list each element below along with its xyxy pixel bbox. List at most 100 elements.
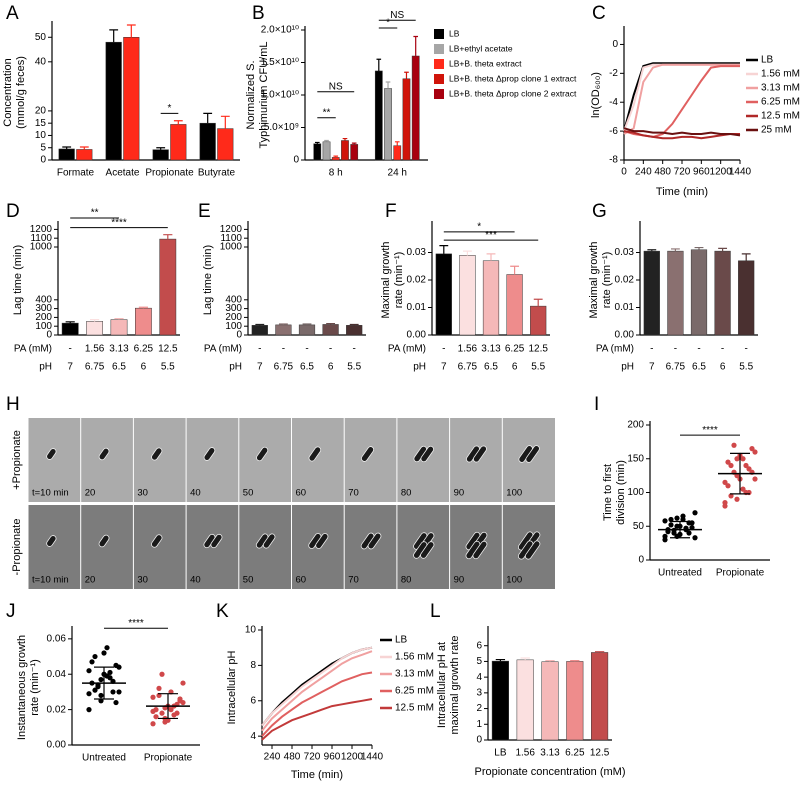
point — [113, 699, 119, 706]
table-cell: 6.5 — [484, 362, 498, 373]
y-tick-label: 20 — [35, 106, 47, 117]
table-cell: 7 — [67, 362, 73, 373]
table-cell: 6.5 — [300, 362, 314, 373]
y-tick-label: 0 — [293, 155, 299, 166]
significance-label: * — [168, 103, 172, 114]
table-cell: 6 — [328, 362, 334, 373]
bacterium — [472, 445, 487, 463]
point — [674, 523, 680, 529]
frame-label: t=10 min — [32, 488, 69, 499]
line-series — [623, 63, 740, 132]
error-bar — [385, 81, 391, 89]
point — [668, 516, 674, 523]
point — [101, 650, 107, 656]
bar — [275, 324, 292, 336]
bar — [170, 124, 187, 161]
table-cell: - — [721, 344, 724, 355]
significance-label: **** — [128, 618, 144, 629]
point — [752, 476, 758, 482]
bacterium — [46, 448, 57, 460]
frame-label: 90 — [454, 488, 465, 499]
x-tick-label: 8 h — [329, 168, 343, 179]
error-bar — [203, 112, 213, 124]
frame-label: 80 — [401, 575, 412, 586]
legend-label: 1.56 mM — [395, 652, 434, 663]
y-tick-label: 1100 — [220, 233, 242, 244]
y-axis-label: Intracellular pH — [226, 650, 238, 724]
bacterium — [472, 540, 488, 560]
frame-label: 40 — [190, 575, 201, 586]
y-tick-label: 0.00 — [407, 330, 427, 341]
table-row-label: pH — [413, 362, 426, 373]
error-bar — [570, 660, 580, 662]
table-cell: 6 — [141, 362, 147, 373]
x-tick-label: 1200 — [341, 752, 364, 763]
error-bar — [520, 657, 530, 660]
bacterium — [525, 445, 540, 463]
bar — [435, 253, 452, 336]
table-cell: - — [282, 344, 285, 355]
significance-label: NS — [329, 81, 343, 92]
error-bar — [394, 141, 400, 146]
point — [668, 522, 674, 528]
point — [162, 719, 168, 725]
legend-label: 3.13 mM — [395, 669, 434, 680]
y-tick-label: 0.03 — [407, 247, 427, 258]
error-bar — [114, 317, 124, 320]
x-tick-label: 3.13 — [540, 748, 560, 759]
bar — [105, 41, 122, 161]
y-tick-label: 300 — [225, 303, 242, 314]
legend-swatch — [434, 74, 444, 84]
table-cell: 3.13 — [109, 344, 129, 355]
bar — [374, 70, 383, 161]
legend-label: 1.56 mM — [761, 69, 800, 80]
legend-label: 6.25 mM — [395, 686, 434, 697]
y-tick-label: 0.02 — [47, 704, 67, 715]
x-tick-label: 720 — [674, 167, 691, 178]
bar — [402, 78, 411, 161]
bacterium — [308, 446, 322, 462]
table-cell: 6.25 — [134, 344, 154, 355]
bar — [58, 148, 75, 161]
point — [746, 466, 752, 472]
error-bar — [533, 298, 543, 307]
panel-letter: B — [252, 3, 265, 24]
bar — [322, 324, 339, 336]
significance-label: * — [477, 222, 481, 233]
point — [156, 685, 162, 691]
table-row-label: PA (mM) — [204, 344, 242, 355]
error-bar — [278, 323, 288, 325]
x-tick-label: 1200 — [710, 167, 733, 178]
y-tick-label: 200 — [225, 312, 242, 323]
bar — [135, 307, 152, 336]
bar — [341, 140, 349, 161]
point — [92, 653, 98, 660]
table-cell: 6.75 — [458, 362, 478, 373]
point — [98, 692, 104, 699]
significance-label: **** — [702, 425, 718, 436]
point — [740, 486, 746, 492]
table-cell: - — [329, 344, 332, 355]
error-bar — [173, 120, 183, 125]
frame-label: 100 — [506, 488, 522, 499]
y-tick-label: 8 — [250, 660, 256, 671]
y-tick-label: 0 — [40, 155, 46, 166]
point — [159, 671, 165, 677]
table-cell: 12.5 — [158, 344, 178, 355]
table-cell: 6 — [720, 362, 726, 373]
y-tick-label: 4 — [250, 731, 256, 742]
y-tick-label: 0.04 — [47, 669, 67, 680]
x-tick-label: 480 — [284, 752, 301, 763]
point — [153, 714, 159, 720]
y-axis-label: Lag time (min) — [12, 245, 24, 315]
y-tick-label: 300 — [35, 303, 52, 314]
y-tick-label: 0.03 — [615, 247, 635, 258]
table-cell: 6.25 — [505, 344, 525, 355]
error-bar — [255, 323, 265, 326]
frame-label: 70 — [348, 488, 359, 499]
x-axis-label: Propionate concentration (mM) — [474, 766, 625, 778]
bar — [61, 322, 79, 336]
legend-label: LB+B. theta Δprop clone 1 extract — [449, 73, 577, 83]
point — [686, 530, 692, 536]
